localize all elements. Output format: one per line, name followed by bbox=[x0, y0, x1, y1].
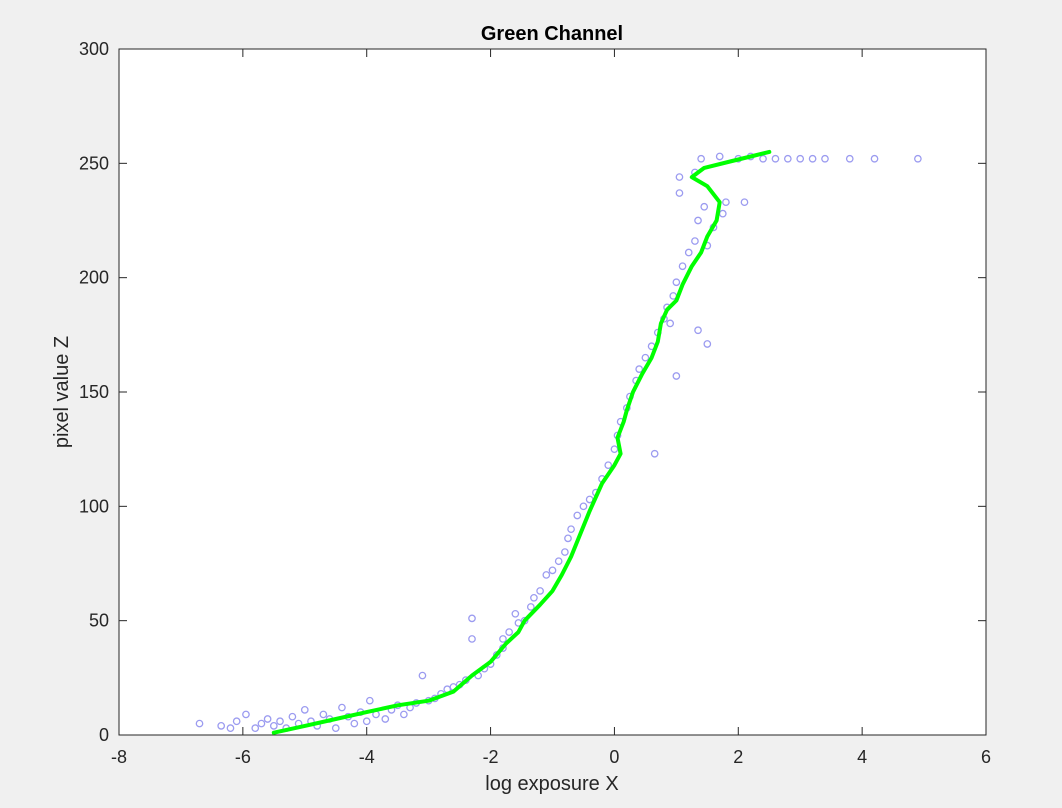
y-tick-label: 200 bbox=[79, 268, 109, 288]
scatter-point bbox=[783, 154, 792, 163]
scatter-point bbox=[675, 173, 684, 181]
y-tick-label: 0 bbox=[99, 725, 109, 745]
x-tick-label: -2 bbox=[483, 747, 499, 767]
scatter-point bbox=[548, 566, 557, 575]
scatter-point bbox=[350, 719, 359, 728]
scatter-point bbox=[400, 710, 408, 719]
scatter-point bbox=[666, 319, 675, 328]
curve-line bbox=[271, 149, 772, 735]
scatter-point bbox=[499, 635, 507, 643]
scatter-point bbox=[195, 719, 204, 728]
scatter-point bbox=[573, 511, 582, 520]
scatter-point bbox=[542, 571, 551, 579]
scatter-point bbox=[672, 372, 681, 380]
x-tick-label: -6 bbox=[235, 747, 251, 767]
x-axis-label: log exposure X bbox=[485, 773, 618, 795]
scatter-point bbox=[331, 724, 340, 732]
scatter-point bbox=[554, 557, 563, 566]
scatter-point bbox=[338, 703, 346, 712]
scatter-point bbox=[564, 534, 572, 543]
scatter-point bbox=[796, 154, 805, 163]
x-tick-label: 4 bbox=[857, 747, 867, 767]
scatter-point bbox=[242, 710, 250, 719]
scatter-points bbox=[195, 152, 922, 732]
x-axis-ticks: -8 -6 -4 -2 0 2 4 6 bbox=[111, 49, 991, 767]
scatter-point bbox=[567, 525, 575, 534]
scatter-point bbox=[678, 262, 687, 271]
scatter-point bbox=[604, 461, 613, 470]
scatter-point bbox=[468, 614, 476, 623]
scatter-point bbox=[740, 198, 749, 207]
y-tick-label: 150 bbox=[79, 382, 109, 402]
scatter-point bbox=[650, 449, 659, 458]
x-tick-label: -8 bbox=[111, 747, 127, 767]
scatter-point bbox=[641, 353, 650, 362]
scatter-point bbox=[319, 710, 328, 719]
x-tick-label: 6 bbox=[981, 747, 991, 767]
scatter-point bbox=[691, 237, 699, 245]
scatter-point bbox=[505, 628, 513, 636]
scatter-point bbox=[257, 719, 266, 728]
scatter-point bbox=[365, 696, 374, 705]
scatter-point bbox=[226, 724, 235, 732]
scatter-point bbox=[300, 705, 309, 714]
x-tick-label: 2 bbox=[733, 747, 743, 767]
scatter-point bbox=[870, 154, 879, 163]
x-tick-label: -4 bbox=[359, 747, 375, 767]
chart-title: Green Channel bbox=[481, 23, 623, 45]
scatter-point bbox=[821, 154, 829, 163]
scatter-point bbox=[715, 152, 724, 161]
scatter-point bbox=[694, 326, 702, 335]
scatter-point bbox=[808, 154, 817, 163]
scatter-point bbox=[845, 154, 854, 163]
scatter-point bbox=[251, 724, 260, 732]
scatter-point bbox=[771, 154, 780, 163]
scatter-point bbox=[418, 671, 427, 680]
response-curve bbox=[271, 149, 772, 735]
y-tick-label: 300 bbox=[79, 39, 109, 59]
scatter-point bbox=[722, 198, 730, 207]
scatter-point bbox=[684, 248, 693, 257]
scatter-point bbox=[694, 216, 702, 225]
scatter-point bbox=[362, 717, 371, 726]
scatter-point bbox=[579, 502, 588, 511]
scatter-point bbox=[635, 365, 644, 373]
scatter-point bbox=[263, 715, 272, 723]
scatter-point bbox=[610, 445, 619, 454]
scatter-point bbox=[511, 609, 520, 618]
scatter-point bbox=[526, 603, 535, 611]
scatter-point bbox=[700, 202, 709, 211]
scatter-point bbox=[561, 548, 569, 556]
scatter-point bbox=[697, 154, 705, 163]
scatter-point bbox=[269, 722, 278, 730]
scatter-point bbox=[914, 154, 922, 163]
scatter-point bbox=[232, 717, 241, 726]
scatter-point bbox=[217, 722, 226, 730]
y-axis-ticks: 0 50 100 150 200 250 300 bbox=[79, 39, 986, 745]
scatter-point bbox=[675, 189, 684, 197]
scatter-point bbox=[276, 717, 284, 726]
scatter-point bbox=[468, 635, 476, 643]
scatter-point bbox=[672, 278, 681, 287]
x-tick-label: 0 bbox=[609, 747, 619, 767]
y-tick-label: 100 bbox=[79, 496, 109, 516]
scatter-point bbox=[759, 154, 767, 163]
scatter-point bbox=[381, 715, 390, 723]
y-axis-label: pixel value Z bbox=[51, 336, 73, 448]
scatter-point bbox=[288, 712, 297, 721]
scatter-point bbox=[530, 593, 538, 602]
plot-area bbox=[118, 48, 987, 736]
y-tick-label: 50 bbox=[89, 611, 109, 631]
scatter-point bbox=[703, 340, 712, 348]
scatter-point bbox=[536, 587, 544, 595]
y-tick-label: 250 bbox=[79, 153, 109, 173]
